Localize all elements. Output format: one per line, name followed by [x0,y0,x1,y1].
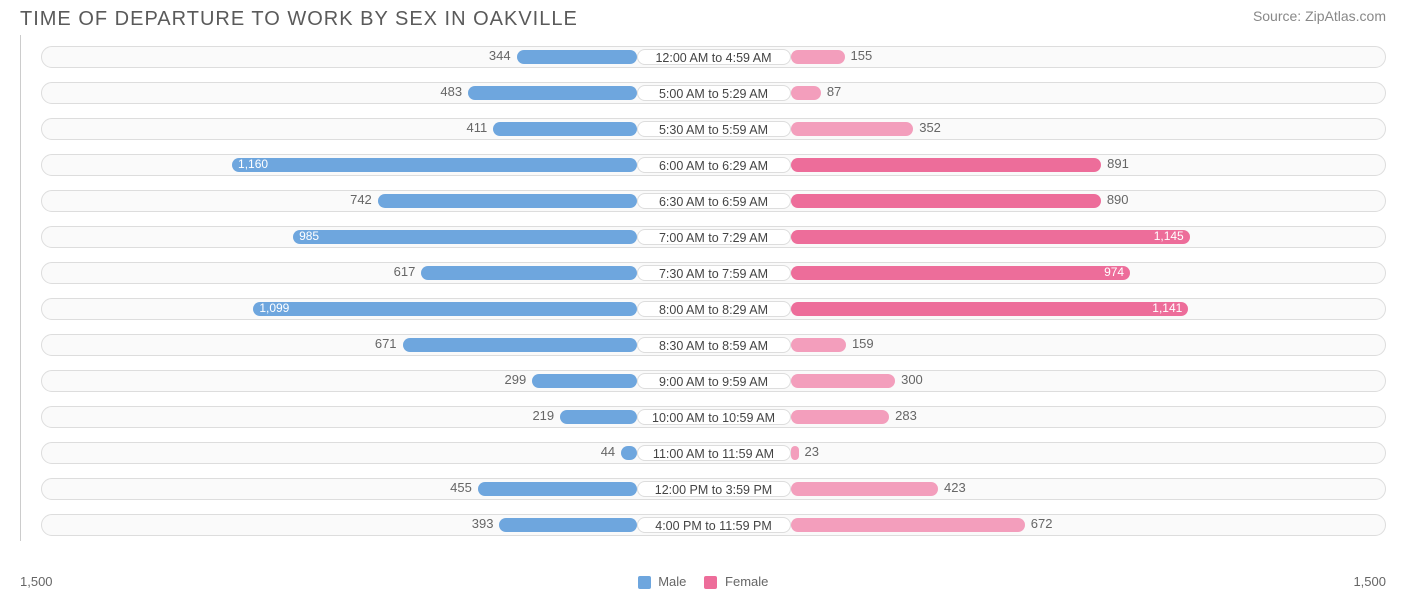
row-label: 12:00 PM to 3:59 PM [637,481,791,497]
chart-row: 344 155 12:00 AM to 4:59 AM [41,40,1386,73]
legend-female-label: Female [725,574,768,589]
row-label: 5:30 AM to 5:59 AM [637,121,791,137]
row-label: 6:00 AM to 6:29 AM [637,157,791,173]
male-value: 393 [472,516,494,531]
chart-header: TIME OF DEPARTURE TO WORK BY SEX IN OAKV… [0,0,1406,35]
male-bar [421,266,636,280]
female-bar [791,518,1025,532]
female-value: 1,145 [1154,229,1184,243]
male-bar [560,410,636,424]
male-swatch-icon [638,576,651,589]
male-value: 219 [532,408,554,423]
row-label: 10:00 AM to 10:59 AM [637,409,791,425]
female-bar: 1,145 [791,230,1190,244]
legend-male-label: Male [658,574,686,589]
chart-row: 411 352 5:30 AM to 5:59 AM [41,112,1386,145]
male-value: 299 [505,372,527,387]
female-value: 283 [895,408,917,423]
chart-row: 974 617 7:30 AM to 7:59 AM [41,256,1386,289]
female-bar [791,374,896,388]
female-bar [791,194,1101,208]
chart-row: 483 87 5:00 AM to 5:29 AM [41,76,1386,109]
chart-footer: 1,500 Male Female 1,500 [20,574,1386,589]
legend-item-male: Male [638,574,687,589]
row-label: 7:30 AM to 7:59 AM [637,265,791,281]
legend-item-female: Female [704,574,768,589]
row-label: 9:00 AM to 9:59 AM [637,373,791,389]
female-value: 352 [919,120,941,135]
female-value: 155 [851,48,873,63]
female-bar [791,446,799,460]
row-label: 6:30 AM to 6:59 AM [637,193,791,209]
male-bar [468,86,636,100]
row-label: 5:00 AM to 5:29 AM [637,85,791,101]
chart-title: TIME OF DEPARTURE TO WORK BY SEX IN OAKV… [20,8,578,31]
male-value: 411 [466,120,487,135]
chart-row: 44 23 11:00 AM to 11:59 AM [41,436,1386,469]
male-value: 455 [450,480,472,495]
male-value: 1,099 [259,301,289,315]
row-label: 12:00 AM to 4:59 AM [637,49,791,65]
female-value: 672 [1031,516,1053,531]
female-value: 159 [852,336,874,351]
female-value: 974 [1104,265,1124,279]
male-bar: 1,099 [253,302,636,316]
row-label: 7:00 AM to 7:29 AM [637,229,791,245]
male-bar [403,338,637,352]
male-bar [621,446,636,460]
chart-row: 985 1,145 7:00 AM to 7:29 AM [41,220,1386,253]
male-value: 1,160 [238,157,268,171]
male-bar [478,482,637,496]
male-value: 483 [440,84,462,99]
diverging-bar-chart: 344 155 12:00 AM to 4:59 AM 483 87 5:00 AM to… [20,35,1406,541]
female-bar [791,158,1102,172]
female-value: 300 [901,372,923,387]
row-label: 8:30 AM to 8:59 AM [637,337,791,353]
male-value: 742 [350,192,372,207]
male-bar [499,518,636,532]
male-value: 617 [394,264,416,279]
male-value: 344 [489,48,511,63]
chart-row: 742 890 6:30 AM to 6:59 AM [41,184,1386,217]
female-bar: 1,141 [791,302,1189,316]
chart-row: 219 283 10:00 AM to 10:59 AM [41,400,1386,433]
male-bar [378,194,637,208]
female-bar [791,410,890,424]
female-value: 1,141 [1152,301,1182,315]
female-value: 87 [827,84,841,99]
chart-source: Source: ZipAtlas.com [1253,8,1386,24]
legend: Male Female [638,574,769,589]
male-bar [493,122,636,136]
chart-row: 1,099 1,141 8:00 AM to 8:29 AM [41,292,1386,325]
female-value: 891 [1107,156,1129,171]
row-label: 4:00 PM to 11:59 PM [637,517,791,533]
male-bar [532,374,636,388]
female-value: 423 [944,480,966,495]
chart-row: 455 423 12:00 PM to 3:59 PM [41,472,1386,505]
row-label: 8:00 AM to 8:29 AM [637,301,791,317]
male-bar [517,50,637,64]
female-swatch-icon [704,576,717,589]
female-bar [791,122,914,136]
female-bar [791,86,821,100]
male-bar: 1,160 [232,158,636,172]
row-label: 11:00 AM to 11:59 AM [637,445,791,461]
chart-row: 671 159 8:30 AM to 8:59 AM [41,328,1386,361]
chart-row: 1,160 891 6:00 AM to 6:29 AM [41,148,1386,181]
axis-left-label: 1,500 [20,574,53,589]
male-value: 671 [375,336,397,351]
female-bar [791,50,845,64]
chart-row: 299 300 9:00 AM to 9:59 AM [41,364,1386,397]
male-value: 985 [299,229,319,243]
female-value: 890 [1107,192,1129,207]
male-value: 44 [601,444,615,459]
male-bar: 985 [293,230,636,244]
female-bar: 974 [791,266,1131,280]
axis-right-label: 1,500 [1353,574,1386,589]
female-bar [791,482,938,496]
female-bar [791,338,846,352]
chart-row: 393 672 4:00 PM to 11:59 PM [41,508,1386,541]
female-value: 23 [805,444,819,459]
